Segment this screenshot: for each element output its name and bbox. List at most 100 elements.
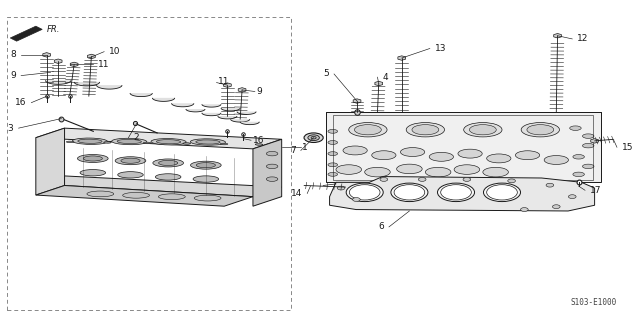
Ellipse shape — [353, 197, 360, 201]
Ellipse shape — [521, 123, 559, 137]
Ellipse shape — [486, 185, 517, 200]
Ellipse shape — [372, 151, 396, 160]
Ellipse shape — [365, 167, 390, 177]
Ellipse shape — [266, 177, 278, 181]
Ellipse shape — [191, 161, 221, 169]
Ellipse shape — [151, 139, 186, 145]
Ellipse shape — [104, 142, 111, 143]
Ellipse shape — [83, 156, 102, 161]
Polygon shape — [152, 98, 175, 101]
Text: 3: 3 — [8, 124, 13, 132]
Ellipse shape — [397, 164, 422, 174]
Polygon shape — [172, 103, 194, 107]
Ellipse shape — [78, 139, 102, 143]
Ellipse shape — [394, 185, 425, 200]
Ellipse shape — [112, 138, 147, 145]
Polygon shape — [240, 122, 259, 124]
Polygon shape — [342, 185, 349, 189]
Polygon shape — [54, 59, 62, 63]
Text: 8: 8 — [10, 50, 16, 59]
Ellipse shape — [266, 151, 278, 156]
Ellipse shape — [153, 159, 184, 167]
Ellipse shape — [429, 152, 454, 161]
Text: 13: 13 — [435, 44, 447, 53]
Ellipse shape — [463, 178, 470, 181]
Polygon shape — [230, 119, 250, 122]
Ellipse shape — [183, 143, 191, 144]
Text: 15: 15 — [622, 143, 634, 152]
Ellipse shape — [573, 155, 584, 159]
Ellipse shape — [458, 149, 482, 158]
Ellipse shape — [483, 167, 508, 177]
Ellipse shape — [87, 191, 114, 197]
Ellipse shape — [486, 154, 511, 163]
Polygon shape — [70, 62, 78, 67]
Ellipse shape — [196, 140, 220, 144]
Polygon shape — [223, 83, 231, 87]
Polygon shape — [43, 52, 51, 57]
Ellipse shape — [117, 140, 141, 144]
Polygon shape — [238, 88, 246, 92]
Ellipse shape — [80, 170, 106, 176]
Text: 11: 11 — [218, 77, 229, 86]
Text: 12: 12 — [577, 35, 589, 44]
Ellipse shape — [426, 167, 451, 177]
Ellipse shape — [190, 139, 225, 145]
Text: 9: 9 — [10, 71, 16, 80]
Polygon shape — [554, 34, 561, 38]
Ellipse shape — [406, 123, 445, 137]
Polygon shape — [218, 116, 237, 119]
Polygon shape — [375, 81, 383, 86]
Polygon shape — [353, 99, 361, 103]
Ellipse shape — [328, 129, 337, 133]
Ellipse shape — [220, 143, 228, 145]
Ellipse shape — [515, 151, 540, 160]
Ellipse shape — [255, 144, 263, 145]
Polygon shape — [36, 186, 253, 206]
Polygon shape — [36, 128, 65, 195]
Ellipse shape — [77, 155, 108, 163]
Polygon shape — [202, 113, 221, 116]
Ellipse shape — [72, 138, 108, 144]
Ellipse shape — [582, 134, 594, 138]
Ellipse shape — [193, 176, 219, 182]
Ellipse shape — [573, 172, 584, 177]
Ellipse shape — [159, 160, 178, 165]
Text: 7: 7 — [290, 146, 296, 155]
Ellipse shape — [412, 124, 439, 135]
Text: 2: 2 — [134, 133, 139, 142]
Ellipse shape — [391, 183, 428, 202]
Text: 11: 11 — [99, 60, 110, 69]
Ellipse shape — [121, 158, 140, 163]
Text: 10: 10 — [109, 47, 121, 56]
Ellipse shape — [508, 179, 515, 183]
Polygon shape — [221, 108, 240, 111]
Text: 17: 17 — [590, 186, 602, 195]
Ellipse shape — [355, 124, 381, 135]
Ellipse shape — [328, 140, 337, 144]
Polygon shape — [36, 128, 282, 149]
Ellipse shape — [118, 172, 143, 178]
Ellipse shape — [349, 185, 380, 200]
Polygon shape — [330, 177, 595, 211]
Polygon shape — [186, 109, 205, 112]
Text: 6: 6 — [378, 222, 384, 231]
Ellipse shape — [464, 123, 502, 137]
Ellipse shape — [483, 183, 520, 202]
Polygon shape — [97, 85, 122, 89]
Text: S103-E1000: S103-E1000 — [571, 298, 617, 307]
Polygon shape — [88, 54, 95, 59]
Text: 14: 14 — [291, 189, 302, 198]
Ellipse shape — [67, 141, 74, 143]
Ellipse shape — [438, 183, 474, 202]
Text: 5: 5 — [323, 69, 329, 78]
Text: 16: 16 — [253, 136, 264, 145]
Ellipse shape — [454, 165, 479, 174]
Polygon shape — [45, 80, 71, 84]
Polygon shape — [398, 56, 406, 60]
FancyBboxPatch shape — [326, 112, 601, 182]
Ellipse shape — [349, 123, 387, 137]
Text: 1: 1 — [302, 143, 308, 152]
Polygon shape — [237, 112, 256, 115]
Ellipse shape — [311, 136, 316, 139]
